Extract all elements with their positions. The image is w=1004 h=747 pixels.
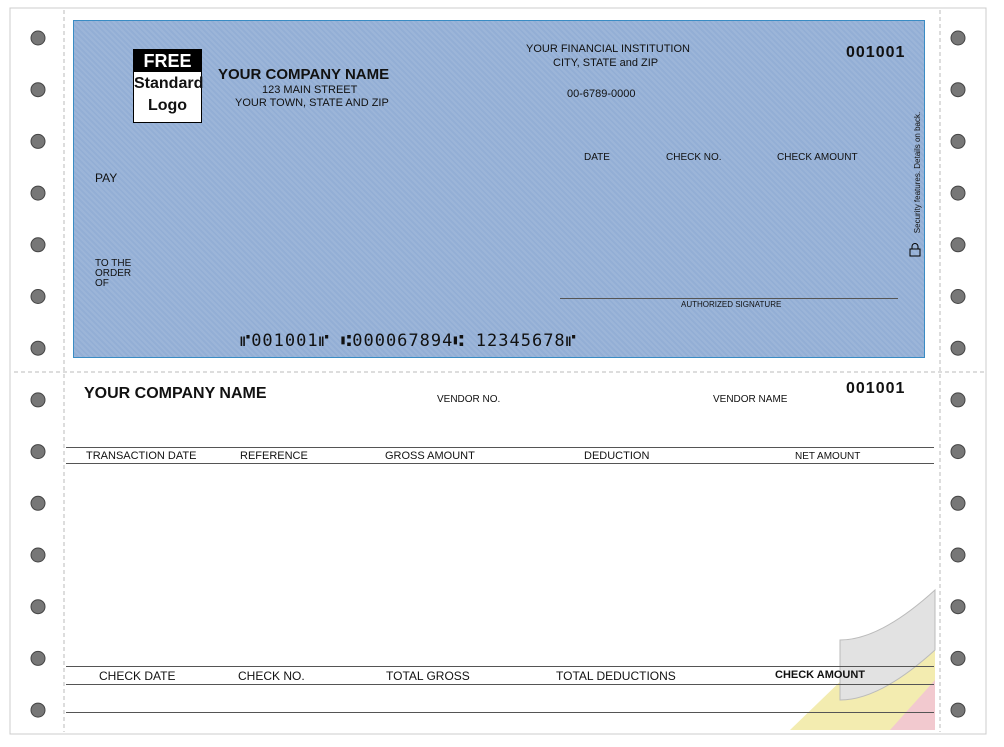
- column-header: GROSS AMOUNT: [385, 450, 475, 462]
- tractor-hole: [30, 237, 46, 253]
- rule: [66, 463, 934, 464]
- company-city: YOUR TOWN, STATE AND ZIP: [235, 97, 389, 109]
- tractor-hole: [30, 392, 46, 408]
- check-number: 001001: [846, 44, 906, 61]
- order-label: TO THE: [95, 258, 132, 269]
- tractor-hole: [30, 702, 46, 718]
- tractor-hole: [30, 650, 46, 666]
- tractor-hole: [30, 495, 46, 511]
- tractor-hole: [30, 185, 46, 201]
- check: [73, 20, 925, 358]
- order-label: ORDER: [95, 268, 132, 279]
- column-header: REFERENCE: [240, 450, 308, 462]
- tractor-hole: [30, 340, 46, 356]
- tractor-hole: [950, 133, 966, 149]
- tractor-hole: [30, 599, 46, 615]
- stub-company: YOUR COMPANY NAME: [84, 385, 267, 402]
- page-curl: [839, 588, 936, 701]
- company-street: 123 MAIN STREET: [262, 84, 358, 96]
- tractor-hole: [950, 82, 966, 98]
- rule: [66, 712, 934, 713]
- tractor-hole: [950, 444, 966, 460]
- tractor-hole: [30, 133, 46, 149]
- total-label: TOTAL GROSS: [386, 669, 470, 683]
- tractor-holes: [30, 30, 966, 718]
- tractor-hole: [950, 650, 966, 666]
- field-label: CHECK AMOUNT: [777, 152, 858, 163]
- signature-line: [560, 298, 898, 299]
- tractor-hole: [950, 30, 966, 46]
- tractor-hole: [30, 289, 46, 304]
- tractor-hole: [950, 702, 966, 718]
- order-label: OF: [95, 278, 109, 289]
- tractor-hole: [950, 599, 966, 615]
- routing: 00-6789-0000: [567, 88, 636, 100]
- rule: [66, 684, 934, 685]
- column-header: NET AMOUNT: [795, 451, 861, 462]
- tractor-hole: [950, 289, 966, 304]
- logo-text: Standard: [134, 75, 204, 92]
- field-label: DATE: [584, 152, 610, 163]
- pay-label: PAY: [95, 171, 118, 185]
- stub-label: VENDOR NAME: [713, 394, 788, 405]
- rule: [66, 666, 934, 667]
- tractor-hole: [30, 30, 46, 46]
- bank-name: YOUR FINANCIAL INSTITUTION: [526, 43, 690, 55]
- bank-city: CITY, STATE and ZIP: [553, 57, 659, 69]
- lock-icon: [909, 243, 921, 257]
- tractor-hole: [950, 237, 966, 253]
- tractor-hole: [950, 340, 966, 356]
- company-name: YOUR COMPANY NAME: [218, 66, 390, 83]
- column-header: DEDUCTION: [584, 450, 650, 462]
- micr-line: ⑈001001⑈ ⑆000067894⑆ 12345678⑈: [240, 331, 577, 351]
- stub-label: VENDOR NO.: [437, 394, 501, 405]
- tractor-hole: [950, 392, 966, 408]
- logo: FREE Standard Logo: [133, 49, 204, 123]
- tractor-hole: [950, 495, 966, 511]
- total-label: CHECK AMOUNT: [775, 669, 866, 681]
- total-label: TOTAL DEDUCTIONS: [556, 669, 676, 683]
- signature-label: AUTHORIZED SIGNATURE: [681, 300, 782, 309]
- logo-text: Logo: [147, 97, 188, 114]
- tractor-hole: [30, 547, 46, 563]
- rule: [66, 447, 934, 448]
- tractor-hole: [30, 444, 46, 460]
- tractor-hole: [30, 82, 46, 98]
- stub-number: 001001: [846, 380, 906, 397]
- column-header: TRANSACTION DATE: [86, 450, 197, 462]
- total-label: CHECK NO.: [238, 669, 305, 683]
- total-label: CHECK DATE: [99, 669, 176, 683]
- page-curl: [890, 680, 935, 730]
- tractor-hole: [950, 547, 966, 563]
- logo-text: FREE: [134, 50, 201, 72]
- tractor-hole: [950, 185, 966, 201]
- field-label: CHECK NO.: [666, 152, 722, 163]
- security-note: Security features. Details on back.: [913, 111, 923, 234]
